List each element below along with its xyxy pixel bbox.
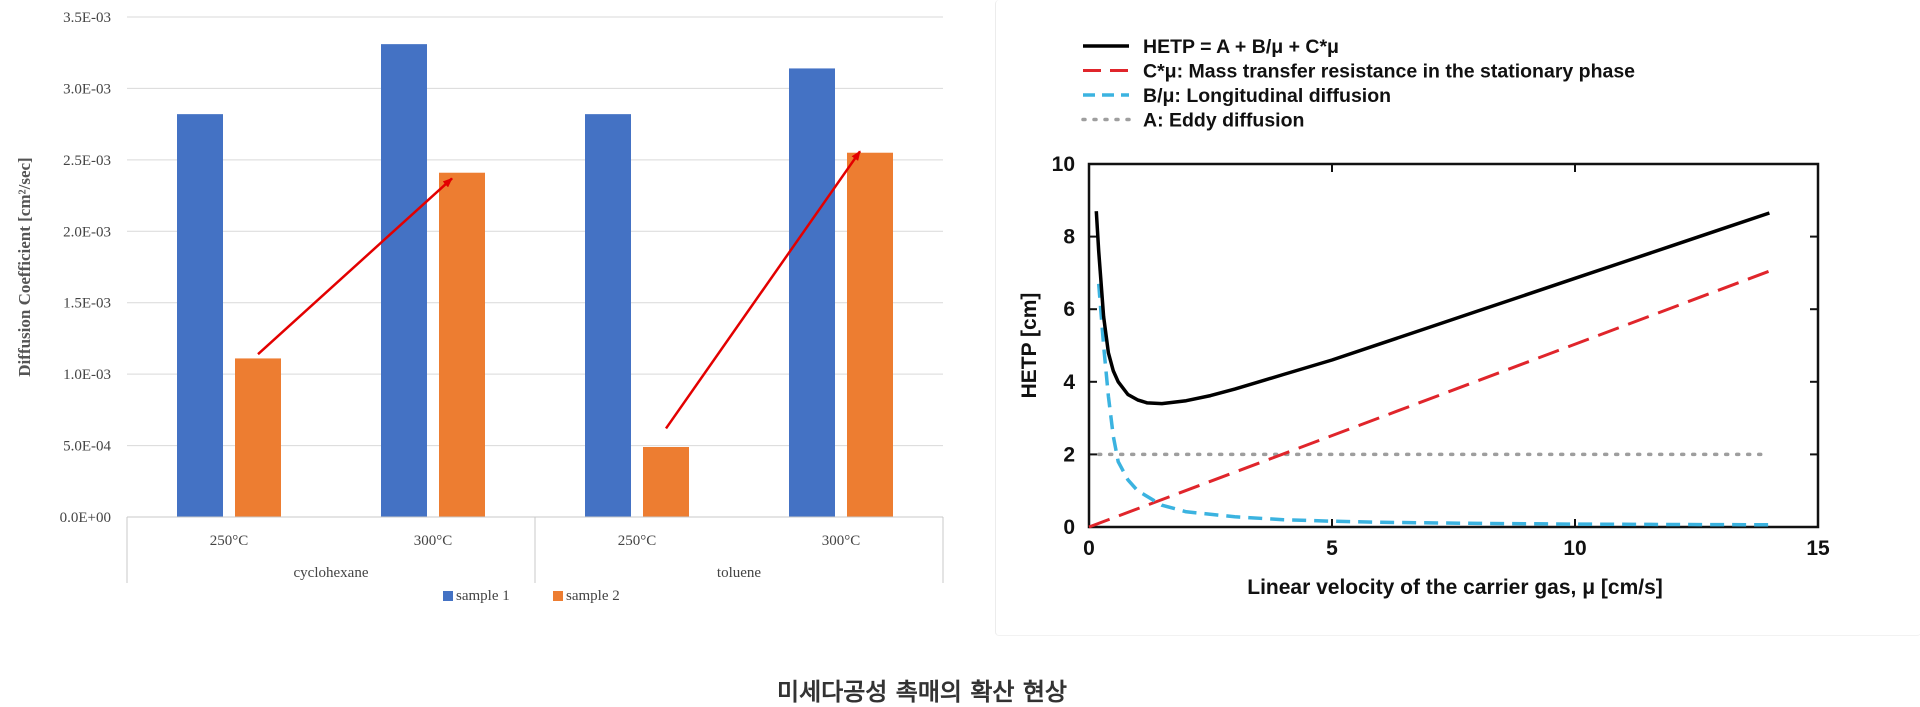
bar-sample-1	[177, 114, 223, 518]
hetp-chart-panel: 0 5 10 15 0 2 4 6 8 10 Linear velocity of the carr…	[995, 0, 1920, 636]
x-tick-label: 300°C	[822, 533, 861, 549]
y-tick-label: 1.5E-03	[63, 296, 111, 312]
legend-label: A: Eddy diffusion	[1143, 110, 1304, 132]
y-tick-label: 2.5E-03	[63, 153, 111, 169]
bar-sample-1	[585, 114, 631, 518]
mass-transfer-line	[1088, 269, 1770, 529]
y-tick-label: 3.5E-03	[63, 10, 111, 26]
legend-swatch-sample-1	[443, 591, 453, 601]
bar-sample-2	[235, 358, 281, 517]
y-axis-label: HETP [cm]	[1018, 293, 1041, 399]
bar-sample-2	[439, 172, 485, 517]
y-tick-label: 6	[1063, 298, 1075, 321]
legend-label: HETP = A + B/μ + C*μ	[1143, 36, 1339, 58]
bar-sample-2	[847, 152, 893, 517]
legend-label: C*μ: Mass transfer resistance in the sta…	[1143, 61, 1635, 83]
trend-arrow	[664, 150, 862, 430]
x-tick-label: 300°C	[414, 533, 453, 549]
y-tick-label: 2	[1063, 443, 1075, 466]
y-tick-label: 0.0E+00	[60, 510, 111, 526]
x-tick-label: 15	[1806, 537, 1830, 560]
x-tick-label: 250°C	[618, 533, 657, 549]
bar-chart-panel: 0.0E+00 5.0E-04 1.0E-03 1.5E-03 2.0E-03 2.5E-…	[0, 0, 960, 615]
bar-sample-1	[381, 44, 427, 518]
legend-label: sample 1	[456, 588, 510, 604]
y-axis-label: Diffusion Coefficient [cm²/sec]	[15, 157, 34, 376]
hetp-curve	[1094, 211, 1770, 406]
legend-swatch-sample-2	[553, 591, 563, 601]
x-tick-label: 5	[1326, 537, 1338, 560]
legend-label: B/μ: Longitudinal diffusion	[1143, 85, 1391, 107]
y-tick-label: 3.0E-03	[63, 81, 111, 97]
y-tick-label: 8	[1063, 226, 1075, 249]
y-tick-label: 0	[1063, 516, 1075, 539]
x-group-label: cyclohexane	[294, 565, 369, 581]
y-tick-label: 10	[1052, 153, 1075, 176]
bar-sample-1	[789, 68, 835, 517]
plot-frame	[1087, 162, 1820, 529]
x-tick-label: 250°C	[210, 533, 249, 549]
y-tick-label: 2.0E-03	[63, 224, 111, 240]
diffusion-coefficient-bar-chart: 0.0E+00 5.0E-04 1.0E-03 1.5E-03 2.0E-03 2.5E-…	[15, 10, 944, 604]
legend-label: sample 2	[566, 588, 620, 604]
y-tick-label: 1.0E-03	[63, 367, 111, 383]
x-tick-label: 10	[1563, 537, 1586, 560]
x-group-label: toluene	[717, 565, 761, 581]
x-axis-label: Linear velocity of the carrier gas, μ [c…	[1247, 576, 1663, 599]
y-tick-label: 4	[1063, 371, 1075, 394]
van-deemter-line-chart: 0 5 10 15 0 2 4 6 8 10 Linear velocity of the carr…	[1018, 36, 1830, 599]
bar-sample-2	[643, 447, 689, 517]
figure-caption: 미세다공성 촉매의 확산 현상	[776, 678, 1068, 706]
x-tick-label: 0	[1083, 537, 1095, 560]
longitudinal-diffusion-curve	[1096, 283, 1770, 527]
y-tick-label: 5.0E-04	[63, 439, 111, 455]
trend-arrow	[257, 177, 453, 356]
